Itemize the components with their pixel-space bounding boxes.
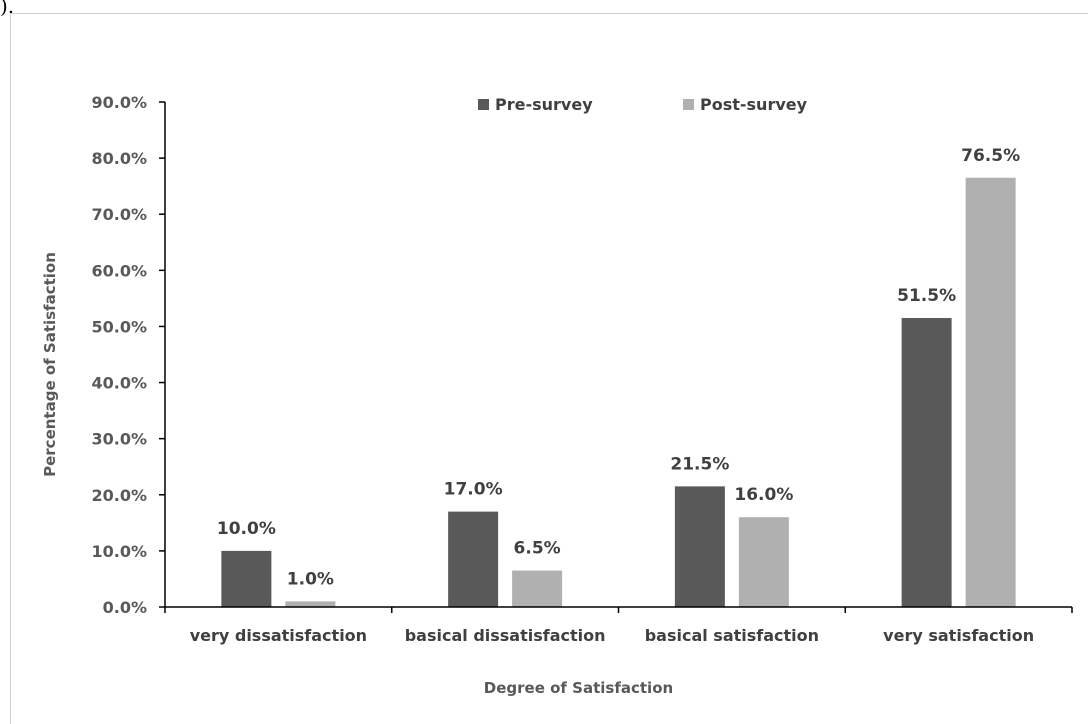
y-tick-label: 60.0% (91, 261, 147, 280)
data-label: 76.5% (961, 146, 1020, 166)
data-label: 1.0% (287, 569, 334, 589)
bar-post-survey (965, 177, 1016, 607)
y-tick-label: 20.0% (91, 486, 147, 505)
y-axis-ticks: 0.0% 10.0% 20.0% 30.0% 40.0% 50.0% 60.0% 70.0% 8… (91, 93, 165, 617)
data-labels: 10.0% 1.0% 17.0% 6.5% 21.5%16.0% 51.5% 76.5% (217, 146, 1020, 590)
y-axis-title: Percentage of Satisfaction (41, 252, 59, 477)
legend-swatch (683, 99, 694, 110)
data-label: 17.0% (444, 480, 503, 500)
x-category-label: very satisfaction (883, 626, 1034, 645)
legend-label: Post-survey (700, 95, 808, 114)
legend-label: Pre-survey (495, 95, 593, 114)
y-tick-label: 70.0% (91, 205, 147, 224)
y-tick-label: 30.0% (91, 430, 147, 449)
y-tick-label: 90.0% (91, 93, 147, 112)
x-axis-categories: very dissatisfaction basical dissatisfact… (164, 607, 1073, 645)
bars (221, 177, 1016, 607)
data-label: 51.5% (897, 286, 956, 306)
legend-swatch (478, 99, 489, 110)
y-tick-label: 80.0% (91, 149, 147, 168)
chart-frame (10, 13, 1088, 724)
bar-post-survey (285, 601, 336, 607)
bar-pre-survey (674, 486, 725, 607)
y-tick-label: 50.0% (91, 317, 147, 336)
x-category-label: basical dissatisfaction (405, 626, 606, 645)
bar-pre-survey (221, 550, 272, 607)
bar-post-survey (512, 570, 563, 607)
legend: Pre-survey Post-survey (478, 95, 808, 114)
x-category-label: basical satisfaction (645, 626, 819, 645)
x-category-label: very dissatisfaction (190, 626, 367, 645)
bar-pre-survey (901, 318, 952, 607)
data-label: 21.5% (670, 454, 729, 474)
data-label: 16.0% (734, 485, 793, 505)
bar-pre-survey (448, 511, 499, 607)
y-tick-label: 0.0% (103, 598, 147, 617)
data-label: 6.5% (514, 539, 561, 559)
bar-post-survey (738, 517, 789, 607)
x-axis-title: Degree of Satisfaction (484, 679, 673, 697)
y-tick-label: 10.0% (91, 542, 147, 561)
y-tick-label: 40.0% (91, 374, 147, 393)
data-label: 10.0% (217, 519, 276, 539)
